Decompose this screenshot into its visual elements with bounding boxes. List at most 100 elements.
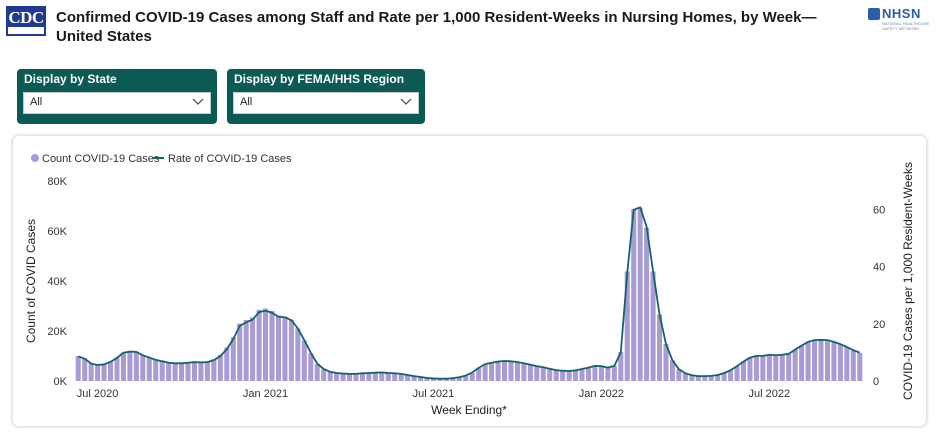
bar [715,375,721,381]
bar [818,340,824,381]
y-tick-label: 60K [47,226,67,238]
bar [489,363,495,381]
nhsn-logo-subtitle: NATIONAL HEALTHCARE SAFETY NETWORK [882,21,930,31]
y-tick-label: 0K [54,376,68,388]
bar [450,378,456,381]
bar [695,376,701,381]
bar [198,361,204,381]
bar [560,370,566,381]
bar [230,337,236,381]
bar [566,371,572,381]
bar [366,373,372,381]
bar [153,359,159,381]
bar [269,311,275,381]
bar [385,373,391,381]
bar [514,362,520,381]
y2-tick-label: 0 [873,376,879,388]
chevron-down-icon [192,98,204,105]
bar [88,362,94,381]
rate-line [77,206,861,380]
bar [392,373,398,381]
bar [573,370,579,381]
bar [657,314,663,381]
page-title: Confirmed COVID-19 Cases among Staff and… [56,9,817,45]
bar [437,378,443,381]
bar [217,355,223,381]
bar [527,365,533,381]
bar [773,355,779,381]
nhsn-logo: NHSN NATIONAL HEALTHCARE SAFETY NETWORK [868,6,930,34]
bar [95,364,101,381]
bar [799,345,805,381]
bar [540,367,546,381]
bar [592,365,598,381]
bar [547,369,553,381]
bar [708,375,714,381]
bar [618,352,624,381]
cdc-logo: CDC [6,6,46,36]
bar [359,373,365,381]
bar [185,362,191,381]
y2-axis-title: COVID-19 Cases per 1,000 Resident-Weeks [901,162,915,400]
bar [146,357,152,381]
bar [179,362,185,381]
bar [321,369,327,381]
bar [469,372,475,381]
bar [308,353,314,381]
state-dropdown[interactable]: All [23,92,211,114]
bar [340,374,346,381]
bar [263,308,269,381]
bar [624,271,630,381]
bar [644,227,650,381]
bar [224,347,230,381]
chart: Count COVID-19 Cases Rate of COVID-19 Cas… [24,153,915,417]
filter-state-label: Display by State [24,72,117,86]
bar [553,370,559,381]
bar [334,373,340,381]
bar [579,369,585,381]
bar [379,373,385,381]
bar [166,362,172,381]
x-tick-label: Jul 2021 [413,388,455,400]
bar [120,352,126,381]
nhsn-logo-name: NHSN [882,6,921,21]
bar [682,373,688,381]
bar [398,374,404,381]
bar [327,372,333,381]
nhsn-mark-icon [868,8,880,20]
bar [850,350,856,381]
state-dropdown-value: All [30,96,43,108]
bar [637,207,643,381]
bar [159,360,165,381]
bar [405,375,411,381]
bar [75,356,81,381]
bar [288,319,294,381]
bar [728,370,734,381]
bar [721,373,727,381]
bar [127,351,133,381]
bar [204,361,210,381]
bar [243,320,249,381]
cdc-logo-bar [8,27,44,34]
bar [482,364,488,381]
region-dropdown[interactable]: All [233,92,419,114]
bar [463,375,469,381]
x-tick-label: Jul 2022 [749,388,791,400]
bar [275,315,281,381]
bar [108,361,114,381]
bar [508,362,514,381]
y-tick-label: 80K [47,176,67,188]
bar [411,376,417,381]
x-tick-label: Jan 2022 [579,388,624,400]
bar [101,363,107,381]
y-tick-label: 20K [47,326,67,338]
y2-tick-label: 60 [873,205,885,217]
bar [824,340,830,381]
bar [831,342,837,381]
bar [779,354,785,381]
bar [502,361,508,381]
cdc-logo-text: CDC [8,8,44,27]
bar [372,373,378,381]
bar [211,359,217,381]
filter-state: Display by State All [17,69,217,124]
